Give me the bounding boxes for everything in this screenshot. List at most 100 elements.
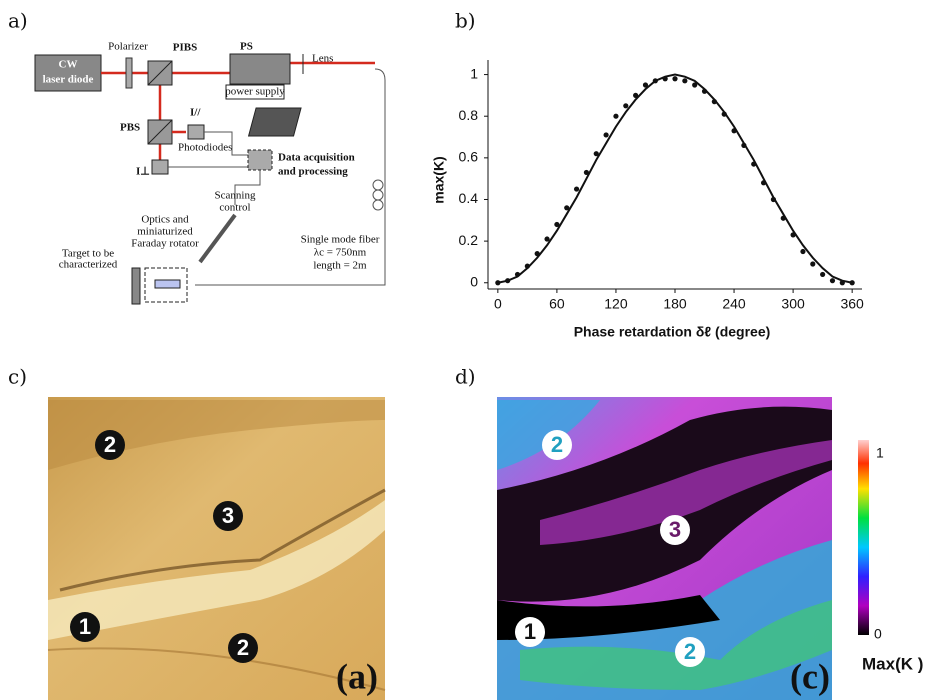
dark-band [497, 595, 720, 640]
data-point [711, 99, 717, 105]
data-point [780, 215, 786, 221]
data-point [514, 271, 521, 278]
data-point [583, 169, 590, 176]
label: CW [59, 59, 78, 71]
green-region [520, 600, 832, 690]
rotator [154, 279, 181, 289]
x-tick-label: 300 [781, 296, 805, 312]
data-point [505, 278, 511, 284]
band [540, 440, 832, 545]
label: Photodiodes [178, 142, 232, 154]
region-marker [228, 633, 258, 663]
y-tick-label: 0 [470, 273, 478, 289]
data-point [672, 76, 678, 82]
splitter [147, 119, 173, 145]
y-tick-label: 0.6 [459, 149, 479, 165]
chart: max(K) Phase retardation δℓ (degree) 0 0.… [431, 60, 864, 340]
data-point [662, 76, 668, 82]
data-point [642, 82, 649, 88]
arrow [198, 213, 237, 264]
data-point [810, 261, 816, 267]
data-point [849, 280, 855, 286]
label: PS [240, 41, 253, 53]
panel-label: d) [455, 365, 476, 389]
laptop [247, 107, 302, 137]
x-tick-label: 180 [663, 296, 687, 312]
data-point [534, 251, 540, 257]
x-tick-label: 120 [604, 296, 628, 312]
region-number: 3 [222, 503, 234, 528]
label: laser diode [43, 74, 94, 86]
wire [168, 131, 248, 168]
region-marker [70, 612, 100, 642]
label: PIBS [173, 42, 197, 54]
y-tick-label: 0.8 [459, 107, 479, 123]
region-number: 2 [684, 639, 696, 664]
panel-label: c) [8, 365, 27, 389]
x-tick-label: 360 [840, 296, 864, 312]
data-point [741, 142, 747, 148]
region-marker [213, 501, 243, 531]
y-tick-label: 1 [470, 65, 478, 81]
label: power supply [225, 86, 285, 98]
y-axis-label: max(K) [431, 156, 447, 203]
data-point [800, 248, 806, 255]
data-point [603, 132, 609, 138]
label: I⊥ [136, 166, 150, 178]
data-point [652, 78, 658, 84]
label: Target to be [62, 248, 114, 260]
x-axis-label: Phase retardation δℓ (degree) [574, 324, 771, 340]
label: Faraday rotator [131, 238, 199, 250]
wire [234, 170, 261, 205]
data-point [770, 196, 777, 203]
region-number: 2 [104, 432, 116, 457]
photodiode [151, 159, 169, 175]
region-number: 2 [237, 635, 249, 660]
data-point [692, 82, 698, 88]
setup-diagram: CW laser diode Polarizer PIBS PS power s… [34, 41, 386, 305]
label: control [219, 202, 250, 214]
label: Single mode fiber [301, 234, 380, 246]
laser-box [34, 54, 102, 92]
coil [372, 189, 384, 201]
data-point [524, 263, 530, 269]
data-line [497, 73, 853, 284]
x-tick-label: 0 [494, 296, 502, 312]
panel-label: a) [8, 9, 28, 33]
data-point [751, 161, 757, 167]
texture [59, 488, 386, 592]
label: Optics and [141, 214, 189, 226]
ps-box [229, 53, 291, 85]
data-point [633, 92, 639, 98]
region-number: 2 [551, 432, 563, 457]
data-point [760, 180, 767, 186]
data-point [790, 232, 796, 238]
image-tag: (c) [790, 656, 830, 696]
data-point [554, 221, 560, 228]
colorbar [858, 440, 869, 635]
data-point [495, 280, 501, 286]
label: and processing [278, 166, 348, 178]
label: λc = 750nm [314, 247, 367, 259]
label: PBS [120, 122, 140, 134]
label: miniaturized [137, 226, 193, 238]
photodiode [187, 124, 205, 140]
label: Data acquisition [278, 152, 355, 164]
daq-box [247, 149, 273, 171]
label: Polarizer [108, 41, 148, 53]
target [131, 267, 141, 305]
region-marker [542, 430, 572, 460]
data-point [544, 236, 550, 242]
label: I// [190, 107, 201, 119]
coil [372, 199, 384, 211]
colorbar-max: 1 [876, 445, 884, 461]
x-tick-label: 60 [549, 296, 565, 312]
label: length = 2m [313, 260, 367, 272]
optics-box [144, 267, 188, 303]
colorbar-label: Max(K ) [862, 654, 923, 673]
region-number: 1 [524, 619, 536, 644]
image-tag: (a) [336, 656, 378, 696]
ps-label-box [225, 84, 285, 100]
data-point [682, 78, 688, 84]
